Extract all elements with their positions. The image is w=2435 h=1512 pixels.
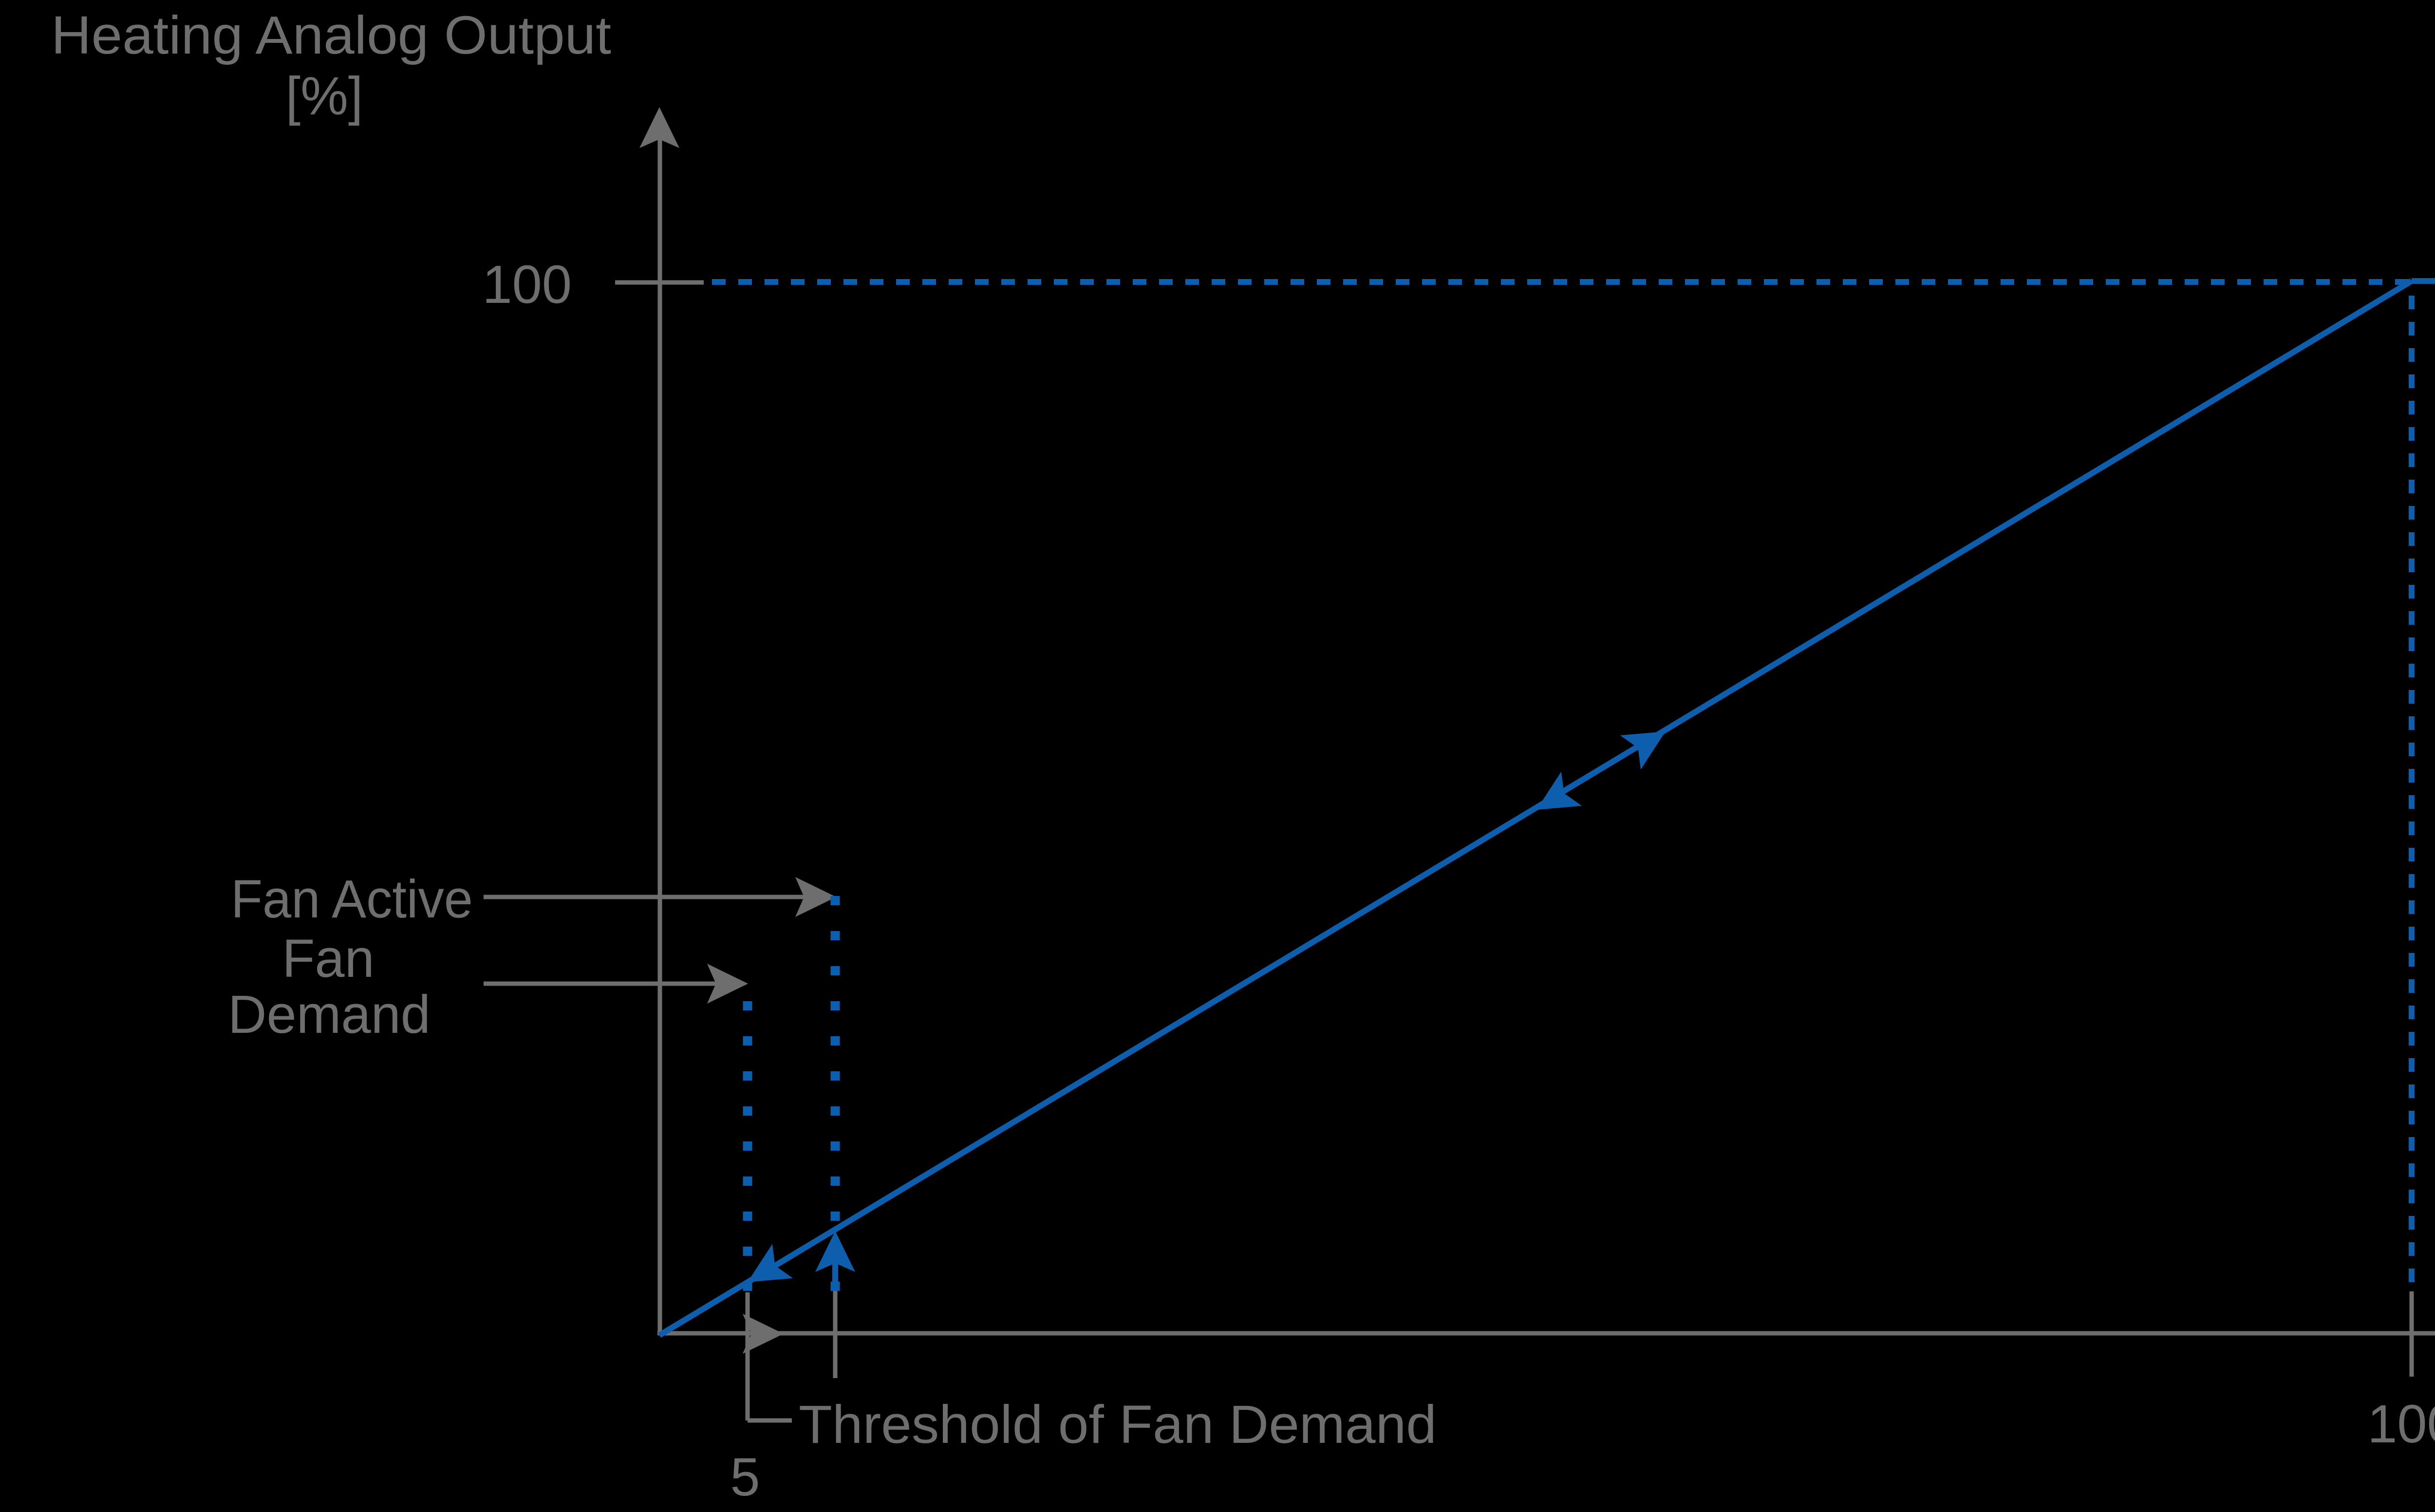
svg-text:Fan: Fan (282, 929, 375, 989)
svg-text:Demand: Demand (228, 985, 431, 1045)
svg-text:100: 100 (2367, 1394, 2435, 1454)
svg-text:5: 5 (730, 1447, 760, 1507)
svg-text:Fan Active: Fan Active (231, 869, 473, 929)
svg-text:100: 100 (482, 255, 572, 315)
svg-text:Heating Analog Output: Heating Analog Output (51, 5, 611, 65)
svg-text:Threshold of Fan Demand: Threshold of Fan Demand (799, 1395, 1437, 1455)
svg-text:[%]: [%] (286, 66, 363, 126)
